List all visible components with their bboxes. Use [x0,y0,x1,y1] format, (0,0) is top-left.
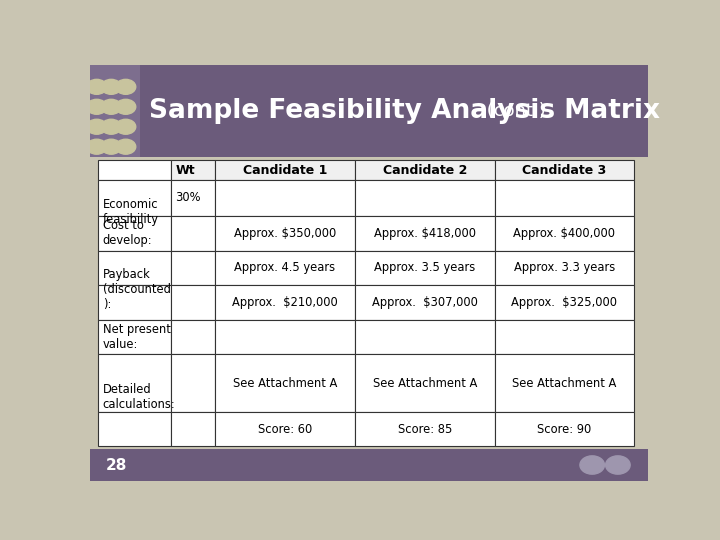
Text: Score: 85: Score: 85 [397,423,452,436]
Circle shape [580,456,605,474]
Bar [90,449,648,481]
Circle shape [86,79,107,94]
Bar [99,216,171,251]
Bar [171,354,215,412]
Bar [215,251,355,285]
Bar [495,320,634,354]
Bar [215,285,355,320]
Text: Score: 90: Score: 90 [537,423,592,436]
Bar [90,65,140,157]
Bar [99,180,171,216]
Bar [355,285,495,320]
Text: See Attachment A: See Attachment A [233,377,337,390]
Text: Candidate 2: Candidate 2 [382,164,467,177]
Text: Cost to
develop:: Cost to develop: [103,219,153,247]
Text: Approx. $400,000: Approx. $400,000 [513,227,616,240]
Circle shape [101,99,121,114]
Text: Candidate 3: Candidate 3 [522,164,606,177]
Circle shape [116,79,136,94]
Text: Approx.  $210,000: Approx. $210,000 [232,296,338,309]
Circle shape [101,119,121,134]
Circle shape [86,99,107,114]
Bar [355,251,495,285]
Text: Approx. 3.3 years: Approx. 3.3 years [514,261,615,274]
Bar [495,216,634,251]
Bar [495,180,634,216]
Bar [215,412,355,446]
Text: Economic
feasibility: Economic feasibility [103,198,159,226]
Text: Candidate 1: Candidate 1 [243,164,328,177]
Bar [215,354,355,412]
Bar [99,320,171,354]
Text: See Attachment A: See Attachment A [373,377,477,390]
Bar [99,354,171,412]
Text: (cont.): (cont.) [481,102,545,120]
Text: Wt: Wt [175,164,195,177]
Circle shape [101,139,121,154]
Circle shape [116,139,136,154]
Bar [171,285,215,320]
Bar [355,180,495,216]
Bar [215,160,355,180]
Bar [99,412,171,446]
Bar [495,354,634,412]
Bar [495,160,634,180]
Bar [495,412,634,446]
Text: Net present
value:: Net present value: [103,323,171,351]
Bar [99,285,171,320]
Bar [171,320,215,354]
Text: Approx. 4.5 years: Approx. 4.5 years [235,261,336,274]
Bar [99,251,171,285]
Bar [355,354,495,412]
Bar [99,160,171,180]
Text: Sample Feasibility Analysis Matrix: Sample Feasibility Analysis Matrix [148,98,660,124]
Bar [355,412,495,446]
Text: Approx.  $325,000: Approx. $325,000 [511,296,618,309]
Circle shape [101,79,121,94]
Bar [495,285,634,320]
Text: 28: 28 [106,457,127,472]
Text: Approx. $418,000: Approx. $418,000 [374,227,476,240]
Text: See Attachment A: See Attachment A [512,377,616,390]
Text: Score: 60: Score: 60 [258,423,312,436]
Bar [171,216,215,251]
Circle shape [116,119,136,134]
Text: 30%: 30% [175,192,201,205]
Circle shape [116,99,136,114]
Circle shape [86,139,107,154]
Bar [171,412,215,446]
Bar [215,180,355,216]
Bar [215,216,355,251]
Bar [355,320,495,354]
Bar [90,65,648,157]
Bar [171,160,215,180]
Bar [495,251,634,285]
Text: Payback
(discounted
):: Payback (discounted ): [103,268,171,311]
Bar [215,320,355,354]
Bar [355,216,495,251]
Circle shape [86,119,107,134]
Text: Approx. 3.5 years: Approx. 3.5 years [374,261,475,274]
Bar [355,160,495,180]
Bar [171,180,215,216]
Text: Approx.  $307,000: Approx. $307,000 [372,296,478,309]
Text: Detailed
calculations:: Detailed calculations: [103,383,176,411]
Circle shape [606,456,630,474]
Text: Approx. $350,000: Approx. $350,000 [234,227,336,240]
Bar [171,251,215,285]
